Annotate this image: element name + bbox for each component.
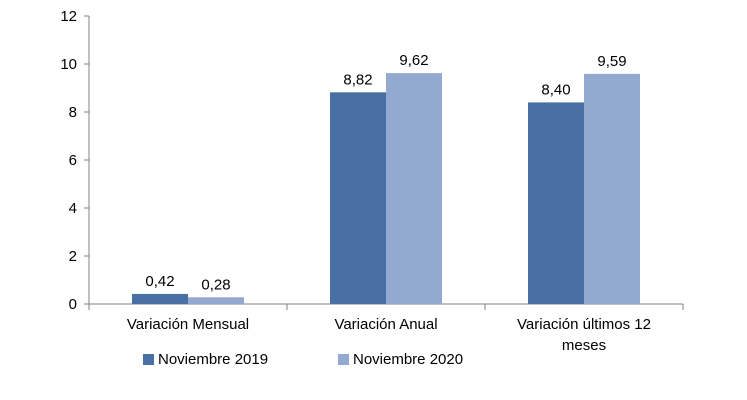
- y-tick-label: 10: [60, 56, 77, 73]
- y-tick-label: 8: [69, 104, 77, 121]
- bar: [528, 102, 584, 305]
- legend-swatch: [338, 354, 349, 365]
- y-tick-label: 6: [69, 152, 77, 169]
- legend: Noviembre 2019 Noviembre 2020: [143, 351, 463, 368]
- y-tick-label: 4: [69, 200, 77, 217]
- data-label: 9,62: [399, 52, 428, 69]
- bars: [132, 73, 640, 305]
- x-category-label: Variación Mensual: [127, 316, 249, 333]
- data-label: 9,59: [597, 53, 626, 70]
- legend-label: Noviembre 2020: [353, 351, 463, 368]
- bar: [132, 293, 188, 304]
- bar: [584, 73, 640, 304]
- data-label: 8,40: [541, 81, 570, 98]
- bar: [330, 92, 386, 304]
- data-label: 8,82: [343, 71, 372, 88]
- y-tick-label: 12: [60, 8, 77, 25]
- x-category-label: Variación Anual: [334, 316, 437, 333]
- y-tick-label: 0: [69, 296, 77, 313]
- bar: [188, 297, 244, 304]
- data-label: 0,28: [201, 276, 230, 293]
- bar: [386, 73, 442, 305]
- legend-label: Noviembre 2019: [158, 351, 268, 368]
- y-tick-label: 2: [69, 248, 77, 265]
- data-label: 0,42: [145, 273, 174, 290]
- axes: 0 2 4 6 8 10 12 Variación Mensual Variación Anua…: [60, 8, 684, 354]
- data-labels: 0,42 8,82 8,40 0,28 9,62 9,59: [145, 52, 626, 293]
- x-category-label: Variación últimos 12 meses: [517, 316, 651, 354]
- legend-swatch: [143, 354, 154, 365]
